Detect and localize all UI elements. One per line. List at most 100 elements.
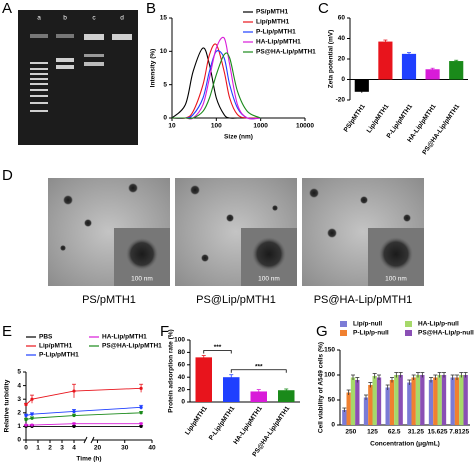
particle (60, 245, 66, 251)
scale-bar-label: 100 nm (258, 276, 280, 283)
data-point (24, 418, 28, 422)
y-axis-label: Cell viability of A549 cells (%) (318, 342, 325, 433)
tem-image: 100 nm (48, 178, 170, 286)
lane-label: a (37, 15, 41, 22)
bar (411, 377, 416, 425)
y-axis-label: Protein adsorption rate (%) (168, 329, 175, 412)
bar (363, 397, 369, 425)
y-tick-label: 150 (324, 347, 335, 354)
tem-image: 100 nm (302, 178, 424, 286)
gel-band (112, 34, 132, 40)
tem-caption: PS/pMTH1 (82, 294, 136, 306)
bar (250, 391, 267, 402)
y-tick-label: 0 (17, 437, 21, 444)
bar (368, 385, 373, 425)
tem-caption: PS@Lip/pMTH1 (196, 294, 276, 306)
legend-label: HA-Lip/pMTH1 (256, 39, 301, 46)
data-point (30, 416, 34, 420)
bar (372, 376, 377, 425)
y-tick-label: 1 (17, 423, 21, 430)
tem-image: 100 nm (175, 178, 297, 286)
y-tick-label: 40 (178, 374, 186, 381)
data-point (139, 405, 143, 409)
y-tick-label: 10 (160, 48, 168, 55)
gel-band (30, 95, 48, 97)
x-tick-label: 31.25 (408, 429, 425, 436)
bar (425, 69, 440, 80)
x-tick-label: 0 (24, 445, 28, 452)
particle (309, 188, 319, 198)
bar (454, 377, 460, 425)
panel-letter: G (316, 323, 328, 340)
x-tick-label: 10000 (296, 123, 314, 130)
x-tick-label: 250 (345, 429, 356, 436)
y-tick-label: 20 (338, 56, 346, 63)
y-tick-label: 5 (163, 81, 167, 88)
series-line (172, 52, 261, 120)
panel-letter: A (2, 0, 12, 17)
bar (433, 377, 438, 425)
panel-letter: F (160, 323, 169, 340)
x-tick-label: HA-Lip/pMTH1 (232, 405, 264, 446)
particle (272, 205, 278, 211)
legend-label: P-Lip/pMTH1 (256, 29, 296, 36)
data-point (24, 423, 28, 427)
panel-letter: D (2, 167, 13, 184)
y-tick-label: 100 (174, 337, 185, 344)
legend-label: Lip/pMTH1 (256, 19, 290, 26)
series-line (25, 387, 142, 405)
legend-label: PS@HA-Lip/pMTH1 (256, 49, 316, 56)
significance-label: *** (255, 363, 263, 370)
bar (350, 377, 356, 425)
data-point (139, 422, 143, 426)
particle (360, 196, 368, 204)
particle (201, 254, 209, 262)
data-point (30, 412, 34, 416)
y-tick-label: 40 (338, 35, 346, 42)
gel-band (30, 68, 48, 70)
data-point (30, 397, 34, 401)
x-tick-label: 7.8125 (449, 429, 469, 436)
bar (407, 382, 412, 425)
bar (394, 375, 399, 425)
x-tick-label: 100 (211, 123, 222, 130)
x-tick-label: 10 (168, 123, 176, 130)
y-tick-label: 20 (178, 386, 186, 393)
x-tick-label: Lip/pMTH1 (366, 103, 391, 135)
data-point (139, 424, 143, 428)
legend-label: PBS (39, 334, 53, 341)
gel-band (30, 73, 48, 75)
data-point (30, 423, 34, 427)
bar (354, 79, 369, 92)
y-tick-label: 60 (178, 362, 186, 369)
bar (346, 392, 351, 425)
legend-swatch (405, 330, 412, 336)
gel-band (30, 102, 48, 104)
gel-well (56, 34, 74, 38)
y-tick-label: 0 (341, 76, 345, 83)
bar (449, 61, 464, 80)
particle (84, 219, 92, 227)
series-line (171, 47, 261, 119)
gel-band (56, 65, 74, 69)
y-tick-label: 0 (181, 399, 185, 406)
bar (376, 377, 382, 425)
x-tick-label: 1000 (253, 123, 268, 130)
series-line (172, 36, 261, 120)
legend-label: PS@HA-Lip/pMTH1 (102, 343, 162, 350)
legend-label: PS@HA-Lip/p-null (418, 330, 474, 337)
data-point (139, 411, 143, 415)
x-tick-label: 62.5 (388, 429, 401, 436)
data-point (24, 403, 28, 407)
x-axis-label: Time (h) (76, 456, 101, 463)
legend-swatch (405, 321, 412, 327)
gel-band (30, 62, 48, 64)
bar (428, 380, 434, 425)
y-tick-label: 4 (17, 382, 21, 389)
significance-bracket (230, 369, 287, 373)
gel-band (30, 89, 48, 91)
bar (450, 377, 455, 425)
bar (415, 375, 421, 425)
axis-break (83, 436, 95, 444)
legend-label: HA-Lip/p-null (418, 321, 459, 328)
